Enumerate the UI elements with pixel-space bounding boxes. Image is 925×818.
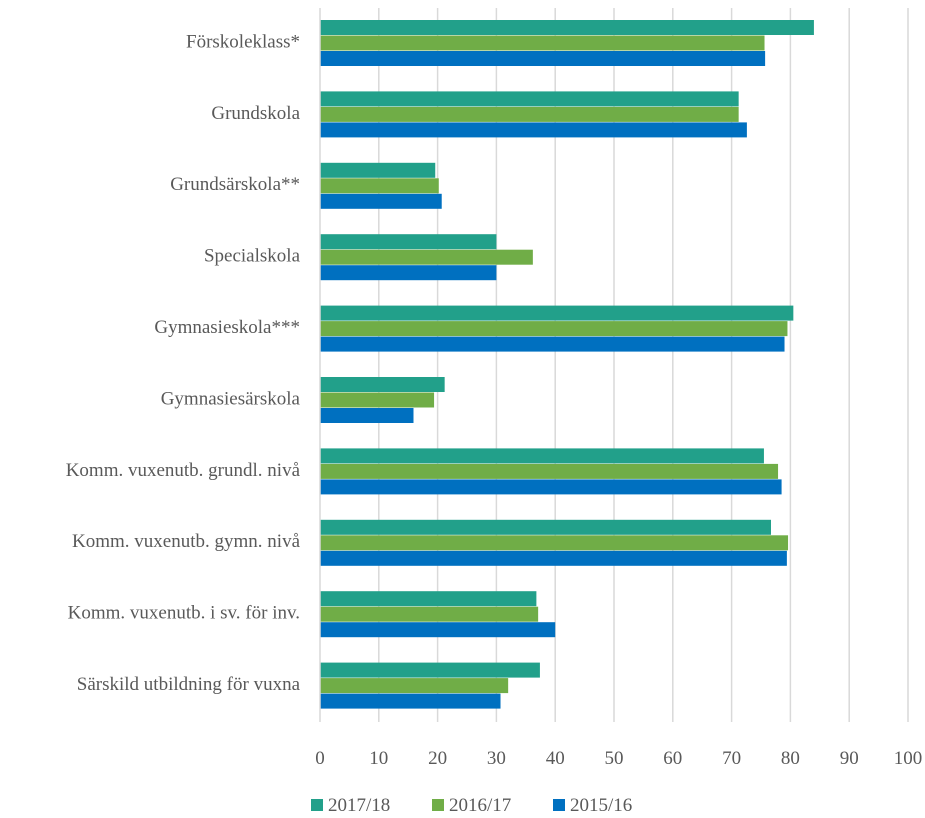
bar-2015-16-6 [320,479,782,495]
bar-2015-16-2 [320,193,442,209]
legend: 2017/18 2016/17 2015/16 [311,795,632,816]
x-tick-label: 50 [605,748,624,769]
bar-2017-18-8 [320,591,537,607]
bar-2017-18-0 [320,20,814,35]
bar-2016-17-9 [320,678,509,694]
category-label: Förskoleklass* [186,31,300,52]
bar-2015-16-1 [320,122,747,138]
bar-2015-16-7 [320,550,787,566]
x-tick-label: 100 [894,748,923,769]
x-tick-label: 20 [428,748,447,769]
x-tick-label: 10 [369,748,388,769]
legend-label: 2016/17 [449,795,511,816]
bar-2016-17-4 [320,321,788,337]
bar-2015-16-5 [320,408,414,423]
x-tick-label: 70 [722,748,741,769]
bar-2016-17-1 [320,106,739,122]
bar-2017-18-4 [320,305,794,321]
bar-2015-16-8 [320,622,556,638]
bar-2016-17-0 [320,35,765,51]
x-tick-label: 30 [487,748,506,769]
bar-2017-18-9 [320,662,540,678]
bar-2017-18-5 [320,377,445,392]
legend-swatch [311,799,323,811]
category-label: Grundsärskola** [170,174,300,195]
bar-2015-16-9 [320,693,501,709]
x-tick-label: 0 [315,748,325,769]
bar-2017-18-3 [320,234,497,250]
bar-2015-16-0 [320,51,766,66]
bar-2016-17-2 [320,178,439,194]
bar-2017-18-2 [320,162,436,178]
x-tick-labels: 0 10 20 30 40 50 60 70 80 90 100 [315,748,922,769]
x-tick-label: 80 [781,748,800,769]
bar-2015-16-3 [320,265,497,281]
bar-2015-16-4 [320,336,785,352]
legend-swatch [553,799,565,811]
bar-2016-17-7 [320,535,789,551]
category-label: Särskild utbildning för vuxna [77,674,301,695]
category-label: Grundskola [211,103,300,124]
category-label: Komm. vuxenutb. i sv. för inv. [68,603,300,624]
category-label: Gymnasiesärskola [161,388,301,409]
bar-2017-18-7 [320,519,771,535]
x-tick-label: 90 [840,748,859,769]
bar-2016-17-5 [320,392,435,408]
category-label: Komm. vuxenutb. grundl. nivå [66,460,301,481]
legend-label: 2017/18 [328,795,390,816]
legend-label: 2015/16 [570,795,632,816]
bar-2017-18-6 [320,448,764,464]
bar-2017-18-1 [320,91,739,107]
x-tick-label: 40 [546,748,565,769]
category-label: Komm. vuxenutb. gymn. nivå [72,531,301,552]
bar-2016-17-3 [320,249,533,265]
category-label: Specialskola [204,246,301,267]
x-tick-label: 60 [663,748,682,769]
legend-swatch [432,799,444,811]
bars [320,20,814,709]
bar-2016-17-8 [320,606,539,622]
category-labels: Förskoleklass* Grundskola Grundsärskola** S… [66,31,301,695]
bar-2016-17-6 [320,463,779,479]
category-label: Gymnasieskola*** [154,317,300,338]
